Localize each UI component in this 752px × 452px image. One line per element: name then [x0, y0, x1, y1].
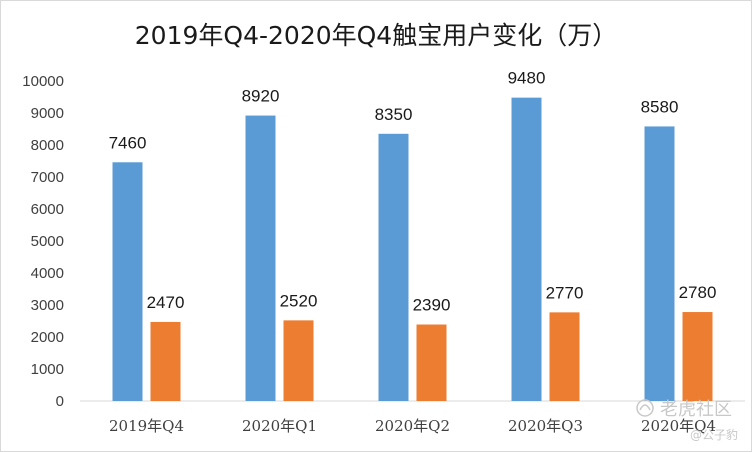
x-tick-label: 2019年Q4 [109, 417, 184, 435]
data-labels-group: 7460 2470 8920 2520 8350 2390 9480 2770 8580 2780 [109, 69, 717, 315]
x-tick-label: 2020年Q2 [375, 417, 450, 435]
y-tick-label: 6000 [31, 201, 64, 218]
y-tick-label: 7000 [31, 169, 64, 186]
data-label: 2770 [546, 283, 584, 302]
x-tick-label: 2020年Q1 [242, 417, 317, 435]
bar-series-2 [283, 320, 314, 401]
watermark-logo-icon [636, 399, 654, 417]
x-tick-label: 2020年Q3 [508, 417, 583, 435]
bar-series-2 [150, 321, 181, 401]
y-tick-label: 3000 [31, 297, 64, 314]
y-tick-label: 5000 [31, 233, 64, 250]
y-tick-label: 0 [56, 393, 64, 410]
bar-series-1 [245, 115, 276, 401]
data-label: 2780 [679, 283, 717, 302]
y-tick-label: 1000 [31, 361, 64, 378]
data-label: 2470 [147, 293, 185, 312]
watermark: 老虎社区 @公子豹 [636, 399, 738, 442]
bar-series-2 [682, 312, 713, 401]
chart-title: 2019年Q4-2020年Q4触宝用户变化（万） [135, 21, 617, 50]
y-tick-label: 10000 [22, 73, 64, 90]
bar-series-2 [416, 324, 447, 401]
watermark-author: @公子豹 [690, 427, 738, 442]
data-label: 2390 [413, 296, 451, 315]
watermark-text: 老虎社区 [660, 399, 732, 420]
y-tick-label: 8000 [31, 137, 64, 154]
bar-series-1 [112, 162, 143, 401]
bar-series-1 [511, 97, 542, 401]
y-tick-label: 2000 [31, 329, 64, 346]
data-label: 8350 [375, 105, 413, 124]
bar-series-1 [644, 126, 675, 401]
y-tick-label: 9000 [31, 105, 64, 122]
data-label: 2520 [280, 291, 318, 310]
x-tick-label: 2020年Q4 [641, 417, 716, 435]
data-label: 9480 [508, 69, 546, 88]
y-axis: 0 1000 2000 3000 4000 5000 6000 7000 8000 9000 100… [22, 73, 64, 410]
bar-series-2 [549, 312, 580, 401]
bar-series-1 [378, 133, 409, 402]
data-label: 8580 [641, 97, 679, 116]
y-tick-label: 4000 [31, 265, 64, 282]
data-label: 7460 [109, 133, 147, 152]
data-label: 8920 [242, 87, 280, 106]
x-axis: 2019年Q4 2020年Q1 2020年Q2 2020年Q3 2020年Q4 [109, 417, 716, 435]
bars-group [112, 97, 713, 402]
